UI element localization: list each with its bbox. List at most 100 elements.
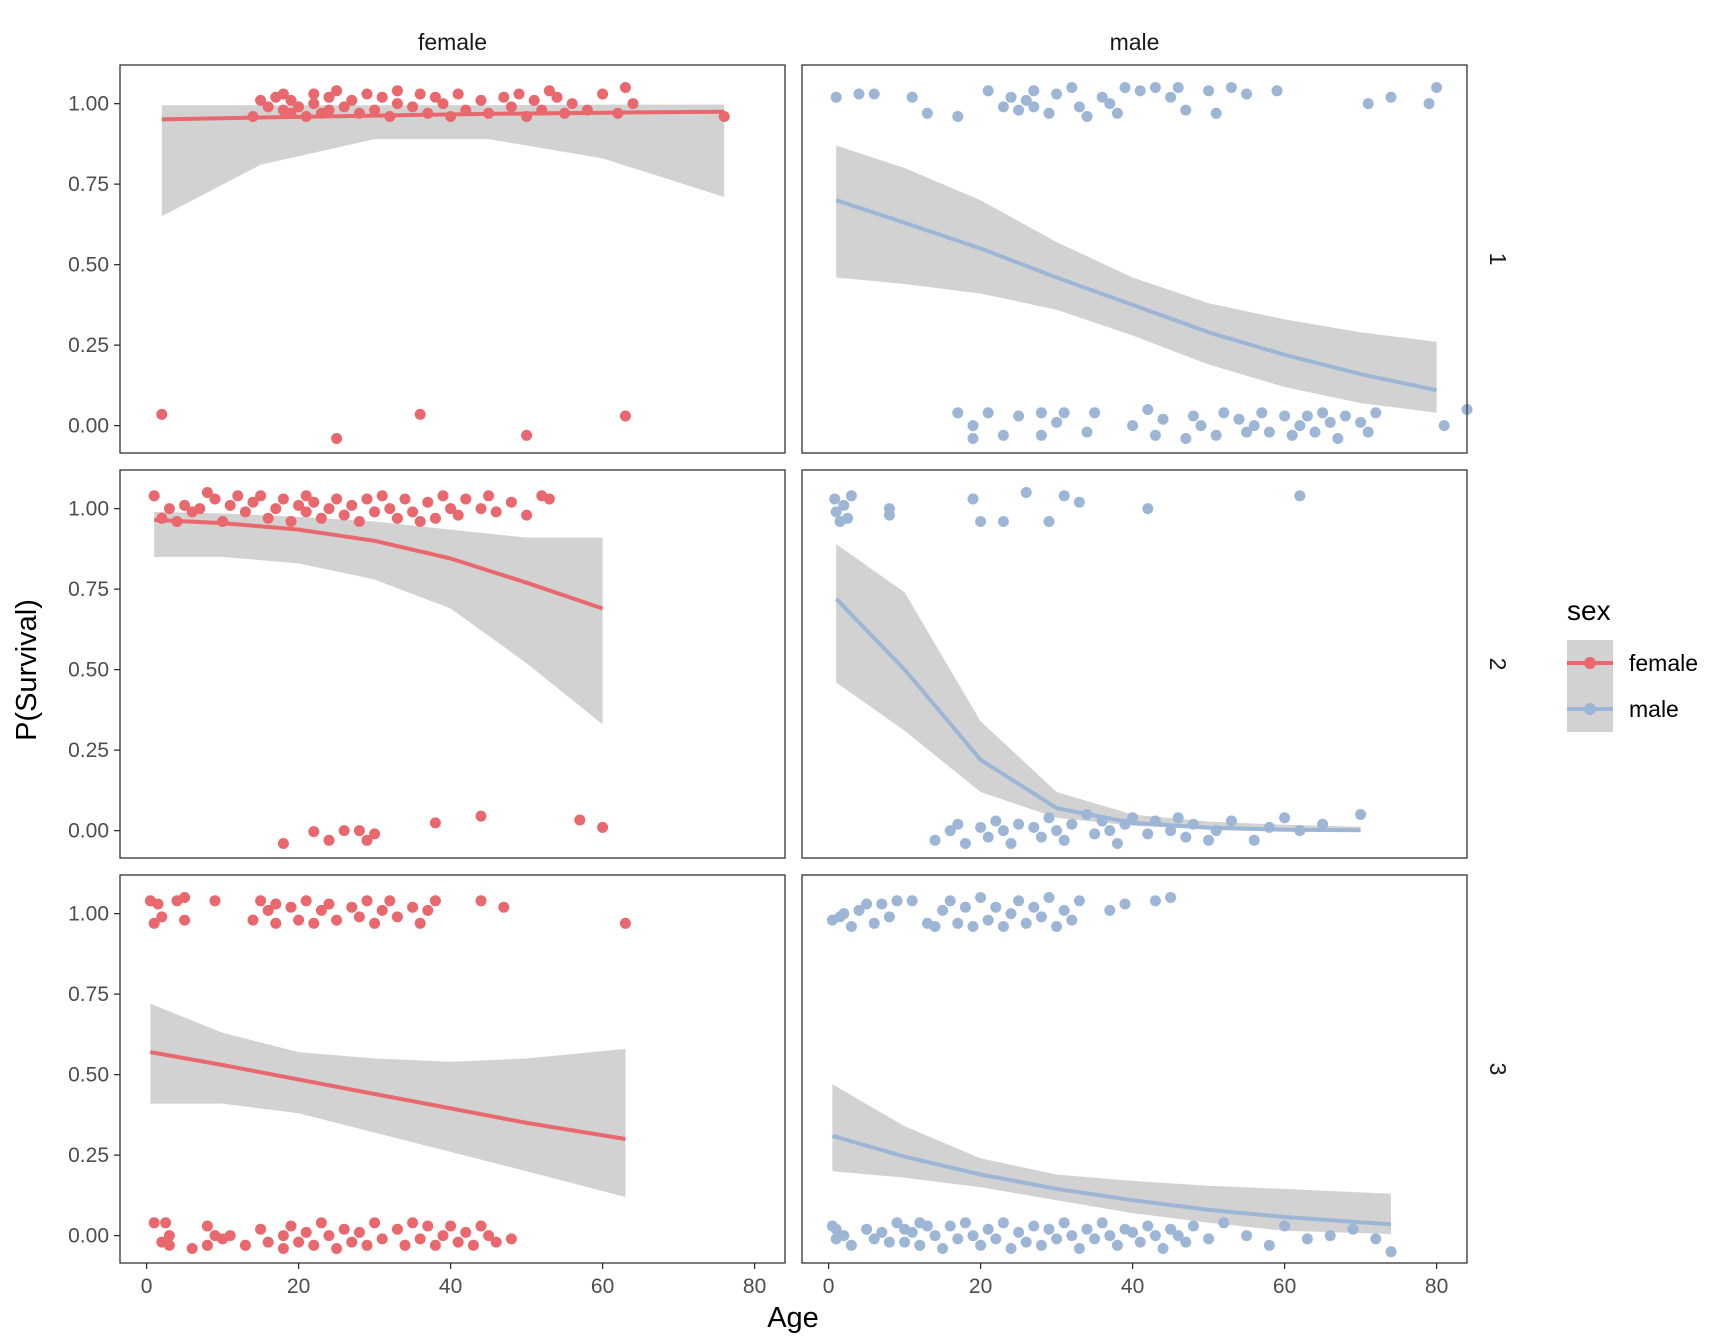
x-tick-label: 0 bbox=[823, 1275, 835, 1298]
data-point bbox=[551, 91, 563, 103]
data-point bbox=[1111, 838, 1123, 849]
data-point bbox=[323, 834, 335, 846]
panel-border bbox=[119, 469, 786, 859]
data-point bbox=[566, 98, 578, 110]
data-point bbox=[1142, 404, 1154, 415]
data-point bbox=[414, 88, 426, 100]
data-point bbox=[475, 895, 487, 907]
y-tick-label: 0.00 bbox=[68, 820, 109, 843]
data-point bbox=[1286, 429, 1298, 441]
data-point bbox=[1324, 416, 1336, 428]
data-point bbox=[952, 917, 964, 929]
data-point bbox=[952, 407, 964, 419]
data-point bbox=[483, 490, 495, 502]
data-point bbox=[247, 914, 259, 926]
data-point bbox=[414, 516, 426, 527]
data-point bbox=[353, 911, 365, 923]
data-point bbox=[293, 1236, 305, 1248]
data-point bbox=[997, 921, 1009, 932]
data-point bbox=[1111, 1239, 1123, 1251]
data-point bbox=[982, 407, 994, 419]
data-point bbox=[1279, 410, 1291, 422]
data-point bbox=[1028, 821, 1040, 833]
data-point bbox=[384, 503, 396, 515]
panel-border bbox=[801, 874, 1468, 1264]
data-point bbox=[353, 516, 365, 527]
data-point bbox=[323, 1230, 335, 1242]
data-point bbox=[293, 101, 305, 113]
data-point bbox=[163, 503, 175, 515]
data-point bbox=[1058, 904, 1070, 916]
panel-female-2: 0.00 0.25 0.50 0.75 1.00 bbox=[68, 469, 786, 859]
y-tick-label: 0.00 bbox=[68, 1225, 109, 1248]
data-point bbox=[1203, 834, 1215, 846]
x-tick-label: 80 bbox=[743, 1275, 766, 1298]
data-point bbox=[1157, 413, 1169, 425]
x-tick-label: 20 bbox=[287, 1275, 310, 1298]
data-point bbox=[842, 512, 854, 524]
data-point bbox=[975, 516, 987, 527]
panel-border bbox=[119, 64, 786, 454]
y-tick-label: 0.50 bbox=[68, 659, 109, 682]
data-point bbox=[1309, 426, 1321, 438]
data-point bbox=[346, 499, 358, 511]
data-point bbox=[361, 1239, 373, 1251]
data-point bbox=[277, 838, 289, 849]
data-point bbox=[1385, 91, 1397, 103]
data-point bbox=[845, 490, 857, 502]
data-point bbox=[369, 104, 381, 116]
data-point bbox=[369, 506, 381, 518]
data-point bbox=[285, 516, 297, 527]
data-point bbox=[429, 512, 441, 524]
data-point bbox=[997, 825, 1009, 837]
data-point bbox=[179, 499, 191, 511]
data-point bbox=[1248, 420, 1260, 432]
data-point bbox=[285, 94, 297, 106]
strip-label-male: male bbox=[1110, 29, 1160, 55]
y-tick-label: 0.50 bbox=[68, 254, 109, 277]
data-point bbox=[308, 496, 320, 508]
data-point bbox=[944, 825, 956, 837]
data-point bbox=[1256, 407, 1268, 419]
data-point bbox=[1294, 490, 1306, 502]
panel-female-3: 0.00 0.25 0.50 0.75 1.00 0 20 40 60 80 bbox=[68, 874, 786, 1298]
panel-male-1 bbox=[801, 64, 1473, 454]
data-point bbox=[407, 101, 419, 113]
data-point bbox=[308, 98, 320, 110]
data-point bbox=[452, 1236, 464, 1248]
data-point bbox=[1051, 825, 1063, 837]
data-point bbox=[179, 892, 191, 903]
data-point bbox=[1111, 107, 1123, 119]
data-point bbox=[1005, 1243, 1017, 1254]
data-point bbox=[952, 818, 964, 830]
data-point bbox=[1172, 812, 1184, 824]
data-point bbox=[975, 1239, 987, 1251]
data-point bbox=[331, 914, 343, 926]
data-point bbox=[1104, 1230, 1116, 1242]
data-point bbox=[959, 838, 971, 849]
data-point bbox=[619, 410, 631, 422]
data-point bbox=[990, 1233, 1002, 1245]
data-point bbox=[1149, 895, 1161, 907]
data-point bbox=[338, 825, 350, 837]
data-point bbox=[1180, 104, 1192, 116]
data-point bbox=[830, 91, 842, 103]
data-point bbox=[247, 496, 259, 508]
data-point bbox=[1043, 1223, 1055, 1235]
legend-key-female-point bbox=[1584, 657, 1596, 669]
data-point bbox=[982, 914, 994, 926]
data-point bbox=[1020, 487, 1032, 498]
x-tick-label: 40 bbox=[1121, 1275, 1144, 1298]
data-point bbox=[1134, 85, 1146, 97]
data-point bbox=[1279, 1220, 1291, 1232]
data-point bbox=[513, 88, 525, 100]
legend-title: sex bbox=[1567, 595, 1611, 626]
data-point bbox=[414, 917, 426, 929]
data-point bbox=[407, 901, 419, 913]
data-point bbox=[1324, 1230, 1336, 1242]
data-point bbox=[391, 85, 403, 97]
data-point bbox=[156, 911, 168, 923]
data-point bbox=[1066, 818, 1078, 830]
data-point bbox=[277, 88, 289, 100]
